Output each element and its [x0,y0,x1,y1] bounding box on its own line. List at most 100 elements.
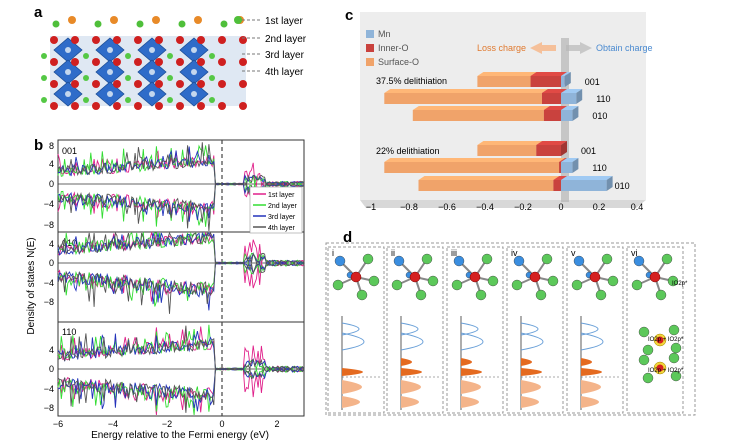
x-tick: −0.8 [400,202,418,212]
center-atom [649,271,661,283]
o-atom [92,58,100,66]
inner-o-bar-side [561,141,567,156]
o-atom [197,80,205,88]
y-tick: 0 [49,364,54,374]
column-label: i [332,248,334,258]
inner-o-bar [553,180,561,191]
eg-band [401,396,419,408]
mn-atom [149,91,155,97]
ligand-atom [368,275,380,287]
charge-bars: 001 110 010 001 110 010 [384,72,630,191]
dos-curves [57,142,305,416]
li-atom [125,53,131,59]
x-tick: −0.2 [514,202,532,212]
inner-o-bar-top [530,72,567,76]
eg-band [521,396,539,408]
x-tick: −0.4 [476,202,494,212]
column-label: iv [511,248,518,258]
ligand-atom [670,370,682,382]
ligand-atom [601,253,613,265]
o-atom [218,102,226,110]
y-tick: 4 [49,345,54,355]
x-tick: 0.4 [631,202,644,212]
t2g-band [342,380,362,394]
o2p-band [461,358,472,366]
dos-curve-up [57,231,304,265]
o-atom [155,58,163,66]
legend-mn: Mn [378,29,391,39]
mn-atom [107,91,113,97]
ligand-atom [535,289,547,301]
panel-a-label: a [34,4,43,21]
vi-label-1: IO2p* [672,281,688,287]
ligand-atom [332,279,344,291]
li-atom [209,75,215,81]
ligand-atom [511,279,523,291]
li-atom [167,75,173,81]
lo2p-band [342,368,363,376]
dos-x-ticks: −6 −4 −2 0 2 [53,419,280,429]
eg-band [581,396,599,408]
o-atom [176,36,184,44]
ligand-atom [631,279,643,291]
legend-label: 3rd layer [268,214,296,221]
inner-o-bar-top [542,89,567,93]
o-atom [218,80,226,88]
lo2p-band [461,368,482,376]
surface-o-atom [68,16,76,24]
dos-curve-down [57,367,305,416]
legend-surface-o: Surface-O [378,57,419,67]
li-atom [234,16,242,24]
ligand-atom [334,255,346,267]
ligand-atom [487,275,499,287]
o-atom [134,58,142,66]
group-label-22: 22% delithiation [376,146,440,156]
o-atom [113,58,121,66]
o-atom [155,80,163,88]
o-atom [239,80,247,88]
dos-ylabel: Density of states N(E) [26,237,37,334]
dos-curve-up [57,326,304,370]
surface-o-bar-top [412,106,550,110]
inner-o-bar [530,76,561,87]
o-atom [50,58,58,66]
orbital-column-frame [566,246,624,414]
eg-band [461,396,479,408]
li-atom [41,75,47,81]
chart-c-xticks: −1 −0.8 −0.6 −0.4 −0.2 0 0.2 0.4 [366,202,643,212]
ligand-atom [667,275,679,287]
chart-c-legend: Mn Inner-O Surface-O [366,29,419,67]
surface-o-bar-top [384,158,566,162]
charge-arrows: Loss charge Obtain charge [477,42,653,54]
ligand-atom [668,352,680,364]
inner-o-bar [536,145,561,156]
dos-curve-down [57,368,305,412]
inner-o-bar-top [543,106,567,110]
mn-bar [561,162,573,173]
center-atom [589,271,601,283]
x-tick: 2 [274,419,279,429]
ligand-atom [453,255,465,267]
orbital-column-frame [446,246,504,414]
mn-atom [107,47,113,53]
dos-curve-up [57,325,305,370]
y-tick: −4 [44,199,54,209]
x-tick: −6 [53,419,63,429]
lo2p-band [521,368,542,376]
o-atom [239,36,247,44]
dos-curve-down [57,367,305,413]
ligand-atom [547,275,559,287]
surface-o-bar [477,76,531,87]
y-tick: −8 [44,297,54,307]
center-atom [350,271,362,283]
li-atom [83,75,89,81]
t2g-star-band [520,332,544,351]
mn-bar-top [561,72,571,76]
ligand-atom [670,342,682,354]
li-atom [41,97,47,103]
li-atom [125,97,131,103]
ligand-atom [391,279,403,291]
surface-o-bar-top [477,72,537,76]
surface-o-atom [110,16,118,24]
mn-atom [65,91,71,97]
